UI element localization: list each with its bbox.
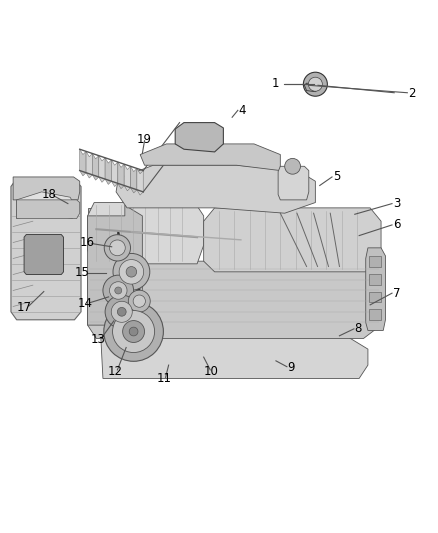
Polygon shape — [369, 292, 381, 302]
Polygon shape — [105, 158, 111, 184]
Circle shape — [128, 290, 150, 312]
Circle shape — [285, 158, 300, 174]
Polygon shape — [99, 156, 105, 182]
Polygon shape — [80, 149, 86, 176]
Polygon shape — [17, 200, 80, 219]
Polygon shape — [24, 235, 64, 274]
Circle shape — [304, 72, 327, 96]
Circle shape — [119, 260, 144, 284]
Text: 18: 18 — [42, 188, 57, 201]
Text: 13: 13 — [91, 333, 106, 346]
Polygon shape — [175, 123, 223, 152]
Polygon shape — [92, 154, 99, 180]
Text: 11: 11 — [157, 372, 172, 385]
Polygon shape — [86, 151, 92, 178]
Polygon shape — [88, 208, 127, 261]
Text: 7: 7 — [392, 287, 400, 300]
Text: 10: 10 — [204, 365, 219, 378]
Text: 17: 17 — [17, 301, 32, 314]
Polygon shape — [366, 248, 385, 330]
Polygon shape — [17, 192, 77, 219]
Circle shape — [133, 295, 145, 308]
Text: 5: 5 — [333, 171, 340, 183]
Circle shape — [110, 240, 125, 256]
Text: 6: 6 — [392, 219, 400, 231]
Polygon shape — [369, 309, 381, 320]
Polygon shape — [278, 166, 309, 200]
Polygon shape — [88, 203, 204, 264]
Text: 14: 14 — [78, 297, 93, 310]
Polygon shape — [204, 208, 381, 272]
Text: 2: 2 — [408, 87, 416, 100]
Text: 12: 12 — [108, 365, 123, 378]
Text: 4: 4 — [238, 104, 246, 117]
Circle shape — [117, 308, 126, 316]
Text: 3: 3 — [393, 197, 400, 210]
Text: 8: 8 — [355, 322, 362, 335]
Circle shape — [308, 77, 322, 91]
Polygon shape — [137, 168, 143, 195]
Polygon shape — [369, 256, 381, 267]
Circle shape — [115, 287, 122, 294]
Circle shape — [104, 235, 131, 261]
Polygon shape — [88, 261, 383, 338]
Text: 19: 19 — [137, 133, 152, 146]
Circle shape — [111, 301, 132, 322]
Text: 16: 16 — [80, 236, 95, 249]
Polygon shape — [13, 177, 80, 200]
Polygon shape — [369, 274, 381, 285]
Polygon shape — [116, 165, 315, 213]
Text: 9: 9 — [287, 361, 295, 374]
Circle shape — [105, 295, 138, 328]
Circle shape — [110, 282, 127, 299]
Polygon shape — [111, 160, 118, 187]
Circle shape — [113, 253, 150, 290]
Circle shape — [104, 302, 163, 361]
Circle shape — [103, 275, 134, 306]
Circle shape — [129, 327, 138, 336]
Circle shape — [123, 320, 145, 343]
Circle shape — [113, 311, 155, 352]
Polygon shape — [118, 162, 124, 189]
Polygon shape — [124, 164, 131, 191]
Polygon shape — [140, 144, 280, 171]
Polygon shape — [101, 336, 368, 378]
Text: 1: 1 — [271, 77, 279, 90]
Polygon shape — [88, 205, 142, 346]
Polygon shape — [304, 83, 318, 92]
Polygon shape — [131, 166, 137, 193]
Text: 15: 15 — [75, 266, 90, 279]
Circle shape — [126, 266, 137, 277]
Polygon shape — [11, 179, 81, 320]
